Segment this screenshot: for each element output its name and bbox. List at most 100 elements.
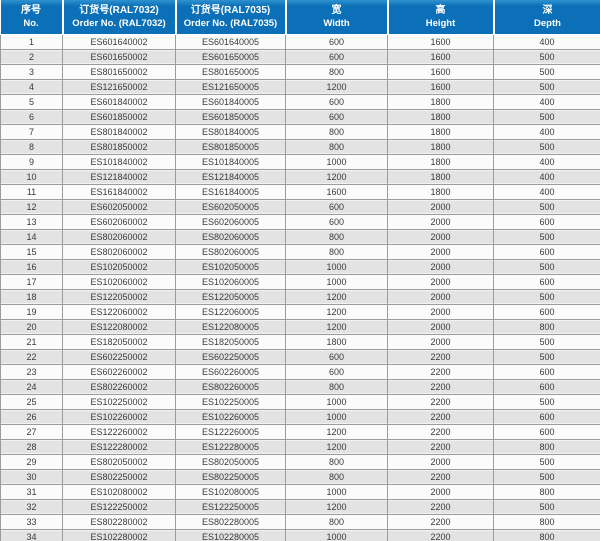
table-cell: 1800 bbox=[387, 139, 494, 155]
table-cell: ES602250005 bbox=[175, 349, 286, 365]
table-cell: 2000 bbox=[387, 454, 494, 470]
table-cell: ES182050005 bbox=[175, 334, 286, 350]
table-row: 17 ES102060002 ES102060005 1000 2000 600 bbox=[0, 274, 600, 290]
table-cell: 500 bbox=[493, 469, 600, 485]
table-cell: ES121840002 bbox=[62, 169, 176, 185]
table-cell: 7 bbox=[0, 124, 63, 140]
table-cell: ES801850005 bbox=[175, 139, 286, 155]
header-cell-depth: 深 Depth bbox=[492, 0, 600, 35]
table-cell: 19 bbox=[0, 304, 63, 320]
table-cell: 3 bbox=[0, 64, 63, 80]
table-cell: ES102260005 bbox=[175, 409, 286, 425]
table-cell: 23 bbox=[0, 364, 63, 380]
header-width-zh: 宽 bbox=[331, 4, 342, 16]
table-cell: 600 bbox=[493, 424, 600, 440]
table-cell: 400 bbox=[493, 154, 600, 170]
table-cell: ES101840005 bbox=[175, 154, 286, 170]
table-cell: ES122060005 bbox=[175, 304, 286, 320]
table-cell: 500 bbox=[493, 109, 600, 125]
table-row: 4 ES121650002 ES121650005 1200 1600 500 bbox=[0, 79, 600, 95]
table-cell: 12 bbox=[0, 199, 63, 215]
table-cell: 500 bbox=[493, 499, 600, 515]
table-cell: 2000 bbox=[387, 199, 494, 215]
table-cell: 2000 bbox=[387, 304, 494, 320]
table-cell: 2000 bbox=[387, 274, 494, 290]
table-cell: 1800 bbox=[285, 334, 388, 350]
table-cell: 1200 bbox=[285, 304, 388, 320]
table-cell: 800 bbox=[285, 469, 388, 485]
table-cell: ES802280002 bbox=[62, 514, 176, 530]
table-cell: ES102080005 bbox=[175, 484, 286, 500]
table-cell: ES601650002 bbox=[62, 49, 176, 65]
table-cell: ES602250002 bbox=[62, 349, 176, 365]
table-header: 序号 No. 订货号(RAL7032) Order No. (RAL7032) … bbox=[0, 0, 600, 35]
header-order7035-zh: 订货号(RAL7035) bbox=[190, 4, 271, 16]
table-cell: ES122050005 bbox=[175, 289, 286, 305]
table-cell: ES802260002 bbox=[62, 379, 176, 395]
table-cell: 28 bbox=[0, 439, 63, 455]
table-cell: 1000 bbox=[285, 394, 388, 410]
table-row: 29 ES802050002 ES802050005 800 2000 500 bbox=[0, 454, 600, 470]
table-cell: ES122050002 bbox=[62, 289, 176, 305]
table-cell: 600 bbox=[493, 214, 600, 230]
table-cell: ES102280002 bbox=[62, 529, 176, 541]
table-cell: 600 bbox=[493, 244, 600, 260]
table-row: 18 ES122050002 ES122050005 1200 2000 500 bbox=[0, 289, 600, 305]
table-cell: 1800 bbox=[387, 109, 494, 125]
table-cell: 800 bbox=[493, 484, 600, 500]
table-cell: ES801840005 bbox=[175, 124, 286, 140]
table-row: 34 ES102280002 ES102280005 1000 2200 800 bbox=[0, 529, 600, 541]
table-cell: ES122260002 bbox=[62, 424, 176, 440]
table-cell: ES602260002 bbox=[62, 364, 176, 380]
table-cell: ES601640002 bbox=[62, 34, 176, 50]
table-cell: ES121650005 bbox=[175, 79, 286, 95]
table-cell: ES601850002 bbox=[62, 109, 176, 125]
table-cell: 400 bbox=[493, 34, 600, 50]
table-cell: 15 bbox=[0, 244, 63, 260]
table-cell: 800 bbox=[285, 244, 388, 260]
table-cell: ES802060005 bbox=[175, 244, 286, 260]
table-row: 6 ES601850002 ES601850005 600 1800 500 bbox=[0, 109, 600, 125]
table-cell: 500 bbox=[493, 139, 600, 155]
table-row: 15 ES802060002 ES802060005 800 2000 600 bbox=[0, 244, 600, 260]
table-row: 30 ES802250002 ES802250005 800 2200 500 bbox=[0, 469, 600, 485]
table-row: 11 ES161840002 ES161840005 1600 1800 400 bbox=[0, 184, 600, 200]
table-cell: 1600 bbox=[387, 79, 494, 95]
table-cell: 10 bbox=[0, 169, 63, 185]
table-cell: 1000 bbox=[285, 154, 388, 170]
table-cell: 500 bbox=[493, 49, 600, 65]
table-row: 1 ES601640002 ES601640005 600 1600 400 bbox=[0, 34, 600, 50]
table-cell: 1200 bbox=[285, 319, 388, 335]
table-cell: 500 bbox=[493, 229, 600, 245]
table-row: 10 ES121840002 ES121840005 1200 1800 400 bbox=[0, 169, 600, 185]
table-cell: 20 bbox=[0, 319, 63, 335]
table-cell: 2000 bbox=[387, 319, 494, 335]
table-row: 16 ES102050002 ES102050005 1000 2000 500 bbox=[0, 259, 600, 275]
table-cell: 600 bbox=[285, 349, 388, 365]
table-cell: 29 bbox=[0, 454, 63, 470]
table-cell: ES182050002 bbox=[62, 334, 176, 350]
table-cell: ES802050005 bbox=[175, 454, 286, 470]
table-cell: 500 bbox=[493, 349, 600, 365]
table-cell: 5 bbox=[0, 94, 63, 110]
table-row: 8 ES801850002 ES801850005 800 1800 500 bbox=[0, 139, 600, 155]
table-cell: 600 bbox=[285, 109, 388, 125]
table-cell: 800 bbox=[493, 319, 600, 335]
table-cell: ES601650005 bbox=[175, 49, 286, 65]
table-row: 5 ES601840002 ES601840005 600 1800 400 bbox=[0, 94, 600, 110]
table-cell: ES122250005 bbox=[175, 499, 286, 515]
header-no-en: No. bbox=[23, 17, 39, 29]
table-cell: 1800 bbox=[387, 94, 494, 110]
header-order7032-zh: 订货号(RAL7032) bbox=[79, 4, 159, 16]
table-cell: 1800 bbox=[387, 169, 494, 185]
header-cell-order-ral7035: 订货号(RAL7035) Order No. (RAL7035) bbox=[174, 0, 286, 35]
table-cell: ES602060005 bbox=[175, 214, 286, 230]
table-cell: ES601840002 bbox=[62, 94, 176, 110]
table-cell: 27 bbox=[0, 424, 63, 440]
table-cell: 6 bbox=[0, 109, 63, 125]
table-cell: ES122280005 bbox=[175, 439, 286, 455]
table-cell: 2200 bbox=[387, 424, 494, 440]
header-cell-order-ral7032: 订货号(RAL7032) Order No. (RAL7032) bbox=[61, 0, 176, 35]
table-cell: ES102250005 bbox=[175, 394, 286, 410]
table-row: 20 ES122080002 ES122080005 1200 2000 800 bbox=[0, 319, 600, 335]
